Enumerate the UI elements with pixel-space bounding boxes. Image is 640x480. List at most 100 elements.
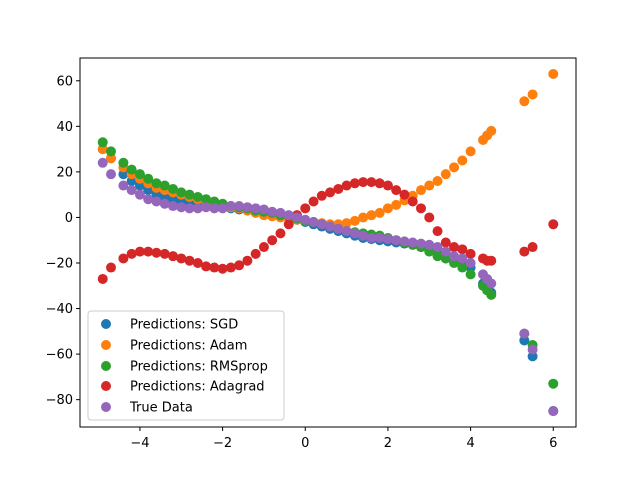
data-point: [416, 185, 426, 196]
data-point: [366, 210, 377, 221]
data-point: [134, 169, 145, 180]
data-point: [486, 278, 497, 289]
data-point: [242, 202, 253, 213]
data-point: [159, 180, 170, 191]
data-point: [527, 89, 538, 100]
data-point: [333, 223, 344, 234]
y-tick-label: 0: [65, 211, 73, 226]
data-point: [449, 162, 460, 173]
legend-label-adam: Predictions: Adam: [130, 339, 247, 354]
data-point: [184, 203, 195, 214]
data-point: [184, 255, 195, 266]
legend-marker-adagrad: [101, 381, 111, 391]
data-point: [358, 177, 369, 188]
data-point: [325, 221, 336, 232]
data-point: [465, 269, 476, 280]
data-point: [275, 207, 286, 218]
data-point: [349, 215, 360, 226]
data-point: [416, 238, 426, 249]
data-point: [374, 232, 385, 243]
x-axis: −4 −2 0 2 4 6: [130, 427, 557, 451]
data-point: [349, 228, 360, 239]
data-point: [486, 125, 497, 136]
legend-marker-rmsprop: [101, 361, 111, 371]
legend-item-adam: Predictions: Adam: [101, 339, 247, 354]
data-point: [432, 251, 443, 262]
data-point: [258, 204, 269, 215]
data-point: [391, 235, 402, 246]
x-tick-label: −4: [130, 436, 149, 451]
data-point: [407, 196, 418, 207]
data-point: [341, 180, 352, 191]
data-point: [106, 262, 116, 273]
data-point: [366, 232, 377, 243]
data-point: [424, 180, 435, 191]
y-tick-label: 20: [56, 165, 73, 180]
data-point: [316, 219, 327, 230]
y-tick-label: 40: [56, 120, 73, 135]
y-tick-label: 60: [56, 74, 73, 89]
legend-item-rmsprop: Predictions: RMSprop: [101, 360, 268, 375]
data-point: [548, 406, 559, 417]
data-point: [548, 219, 559, 230]
data-point: [106, 169, 116, 180]
data-point: [399, 236, 410, 247]
data-point: [465, 248, 476, 259]
data-point: [143, 246, 154, 257]
data-point: [134, 180, 145, 191]
data-point: [118, 180, 129, 191]
legend-marker-true-data: [101, 402, 111, 412]
data-point: [118, 169, 129, 180]
data-point: [209, 203, 220, 214]
data-point: [283, 219, 294, 230]
data-point: [225, 201, 236, 212]
data-point: [440, 246, 451, 257]
legend-item-true-data: True Data: [101, 401, 193, 416]
data-point: [399, 189, 410, 200]
legend-label-sgd: Predictions: SGD: [130, 318, 238, 333]
data-point: [374, 207, 385, 218]
data-point: [267, 206, 278, 217]
data-point: [366, 177, 377, 188]
x-tick-label: −2: [213, 436, 232, 451]
data-point: [432, 226, 443, 237]
data-point: [143, 173, 154, 184]
data-point: [118, 157, 129, 168]
data-point: [225, 262, 236, 273]
data-point: [325, 187, 336, 198]
data-point: [349, 178, 360, 189]
data-point: [527, 242, 538, 253]
data-point: [151, 247, 162, 258]
points-layer: [97, 68, 559, 417]
data-point: [217, 263, 228, 274]
data-point: [176, 187, 187, 198]
data-point: [416, 203, 426, 214]
data-point: [341, 226, 352, 237]
data-point: [106, 146, 116, 157]
data-point: [374, 178, 385, 189]
data-point: [440, 237, 451, 248]
data-point: [519, 328, 530, 339]
data-point: [391, 199, 402, 210]
y-tick-label: −60: [46, 348, 73, 363]
legend-marker-adam: [101, 340, 111, 350]
data-point: [192, 203, 203, 214]
data-point: [151, 196, 162, 207]
data-point: [382, 234, 393, 245]
x-tick-label: 4: [466, 436, 474, 451]
data-point: [341, 218, 352, 229]
data-point: [358, 230, 369, 241]
data-point: [151, 178, 162, 189]
data-point: [168, 183, 178, 194]
data-point: [176, 253, 187, 264]
data-point: [126, 185, 137, 196]
data-point: [97, 157, 108, 168]
data-point: [519, 246, 530, 257]
data-point: [176, 202, 187, 213]
data-point: [118, 253, 129, 264]
data-point: [192, 258, 203, 268]
data-point: [465, 258, 476, 268]
legend: Predictions: SGD Predictions: Adam Predi…: [87, 310, 285, 421]
data-point: [424, 212, 435, 223]
